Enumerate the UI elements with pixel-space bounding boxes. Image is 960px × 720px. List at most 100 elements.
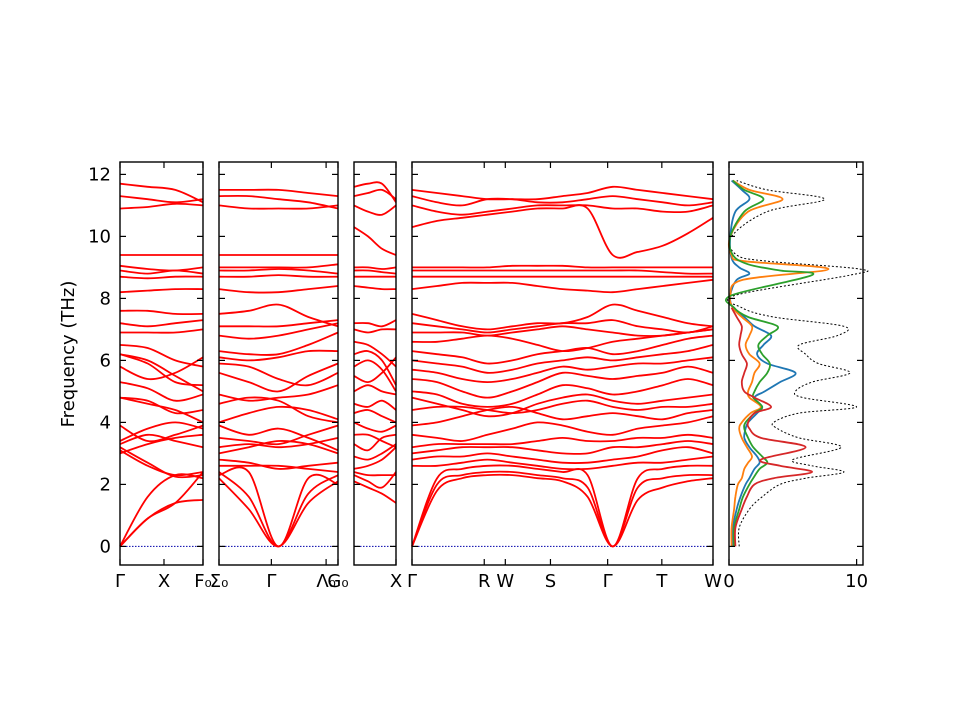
phonon-band (218, 440, 339, 455)
y-axis: 0 2 4 6 8 10 12 (88, 164, 111, 557)
phonon-band (411, 185, 714, 201)
total-dos-line (727, 180, 869, 547)
phonon-band (119, 202, 204, 210)
phonon-band (411, 470, 714, 548)
phonon-band (411, 365, 714, 399)
phonon-band (353, 471, 396, 477)
phonon-band (353, 266, 397, 270)
y-tick-label: 8 (100, 288, 111, 309)
y-tick-label: 10 (88, 226, 111, 247)
phonon-band (218, 477, 339, 548)
phonon-band (353, 319, 397, 328)
phonon-band (219, 263, 339, 269)
phonon-band (119, 396, 204, 424)
phonon-band (411, 415, 714, 442)
y-tick-label: 6 (100, 350, 111, 371)
phonon-band (353, 181, 397, 203)
phonon-band (119, 433, 204, 455)
phonon-band (218, 396, 339, 424)
y-tick-label: 2 (100, 474, 111, 495)
phonon-band (119, 344, 204, 368)
phonon-band (353, 359, 397, 392)
partial-dos-line (729, 179, 797, 547)
dos-frame (728, 161, 864, 566)
x-tick-label: Σ₀ (210, 571, 229, 592)
phonon-band (119, 446, 204, 479)
phonon-band (411, 303, 714, 331)
phonon-band (353, 188, 397, 200)
phonon-band (411, 204, 714, 216)
phonon-band (119, 396, 204, 415)
x-tick-label: T (655, 571, 668, 592)
phonon-band (411, 433, 714, 449)
x-tick-label: R (478, 571, 491, 592)
phonon-band (218, 194, 339, 210)
phonon-band (411, 446, 714, 464)
phonon-band (353, 433, 397, 452)
phonon-band (411, 344, 714, 374)
phonon-band (411, 269, 714, 275)
phonon-band (411, 278, 714, 294)
dos-panel: 0 10 (723, 161, 869, 592)
y-tick-label: 0 (100, 536, 111, 557)
x-tick-label: X (390, 571, 402, 592)
phonon-band (411, 473, 714, 548)
phonon-band (411, 440, 714, 455)
phonon-band (353, 328, 397, 334)
phonon-band (353, 356, 397, 384)
phonon-band (119, 195, 204, 204)
phonon-band (218, 471, 339, 548)
phonon-band (119, 319, 204, 328)
y-axis-label: Frequency (THz) (58, 281, 79, 428)
panel-frame (218, 161, 339, 566)
x-tick-label: Γ (115, 571, 125, 592)
phonon-band (353, 433, 397, 449)
phonon-band (119, 269, 204, 275)
phonon-band (353, 421, 397, 433)
phonon-band (218, 424, 339, 446)
x-tick-label: S (545, 571, 556, 592)
phonon-band (411, 464, 714, 548)
phonon-band (218, 204, 339, 210)
x-tick-label: W (704, 571, 722, 592)
panel-frame (411, 161, 714, 566)
x-tick-label: Γ (266, 571, 276, 592)
phonon-band (353, 446, 397, 470)
band-panel-3: X (353, 161, 402, 592)
x-tick-label: G₀ (327, 571, 348, 592)
phonon-band (119, 471, 204, 548)
x-tick-label: Γ (407, 571, 417, 592)
phonon-band (353, 340, 397, 368)
phonon-band (218, 274, 339, 278)
phonon-band (119, 473, 204, 547)
x-tick-label: F₀ (194, 571, 212, 592)
phonon-band (119, 421, 204, 442)
x-tick-label: Γ (603, 571, 613, 592)
phonon-band (218, 268, 339, 275)
phonon-band (218, 384, 339, 402)
phonon-band (119, 275, 204, 280)
phonon-band (218, 466, 339, 548)
phonon-band (218, 303, 339, 328)
partial-dos-line (730, 307, 813, 547)
phonon-band (353, 480, 397, 504)
phonon-band (411, 455, 714, 471)
phonon-band (218, 362, 339, 387)
panel-frame (353, 161, 397, 566)
phonon-band (353, 350, 397, 386)
phonon-band (353, 443, 397, 461)
phonon-band (119, 381, 204, 402)
phonon-band (353, 285, 397, 291)
panel-frame (119, 161, 204, 566)
dos-x-tick-label: 10 (845, 571, 868, 592)
phonon-band (353, 384, 397, 396)
x-tick-label: W (496, 571, 514, 592)
phonon-band (353, 269, 397, 275)
phonon-band (353, 409, 397, 424)
phonon-band (411, 204, 714, 259)
phonon-band (411, 195, 714, 207)
phonon-band (411, 378, 714, 408)
